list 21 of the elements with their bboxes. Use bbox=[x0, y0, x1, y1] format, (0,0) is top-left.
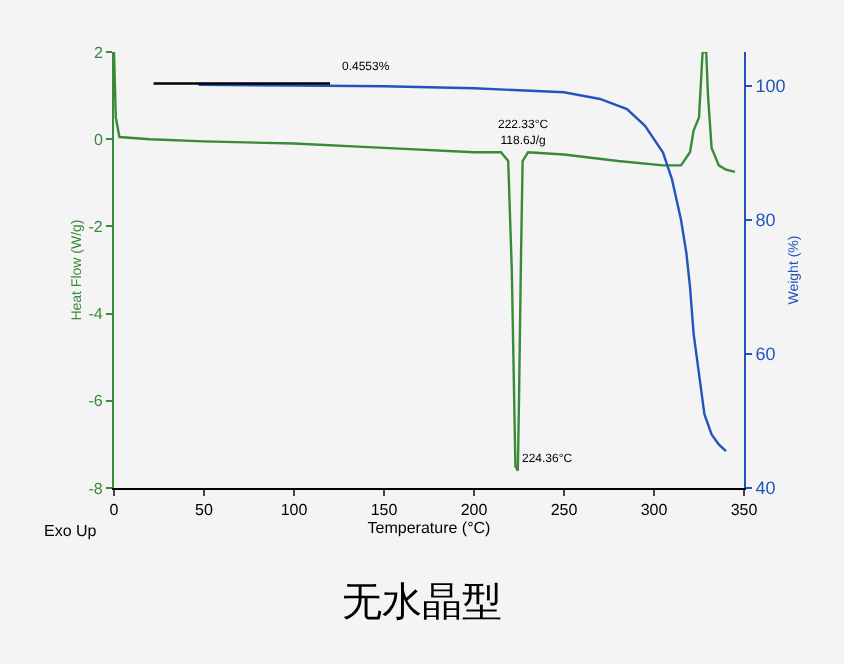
y-tick-label: -6 bbox=[88, 392, 104, 411]
x-tick-label: 50 bbox=[195, 501, 214, 520]
y-tick-label: 2 bbox=[93, 43, 104, 62]
x-tick-label: 350 bbox=[730, 501, 759, 520]
y-tick-label: -2 bbox=[88, 218, 104, 236]
x-tick-label: 300 bbox=[640, 501, 669, 520]
x-axis-title: Temperature (°C) bbox=[367, 519, 492, 538]
x-tick-label: 200 bbox=[460, 501, 489, 520]
text: Exo Up bbox=[44, 522, 98, 540]
x-tick-label: 0 bbox=[109, 501, 120, 520]
x-tick-label: 100 bbox=[280, 501, 309, 520]
y-tick-label: -8 bbox=[88, 479, 104, 498]
text: 无水晶型 bbox=[342, 576, 502, 625]
y-tick-label: -4 bbox=[88, 305, 104, 324]
y-tick-label: 0 bbox=[93, 130, 104, 149]
y2-tick-label: 80 bbox=[755, 210, 776, 230]
y2-tick-label: 60 bbox=[755, 344, 776, 365]
x-tick-label: 150 bbox=[370, 501, 399, 520]
x-tick-label: 250 bbox=[550, 501, 579, 520]
y2-tick-label: 40 bbox=[755, 478, 776, 499]
y2-tick-label: 100 bbox=[755, 75, 786, 96]
